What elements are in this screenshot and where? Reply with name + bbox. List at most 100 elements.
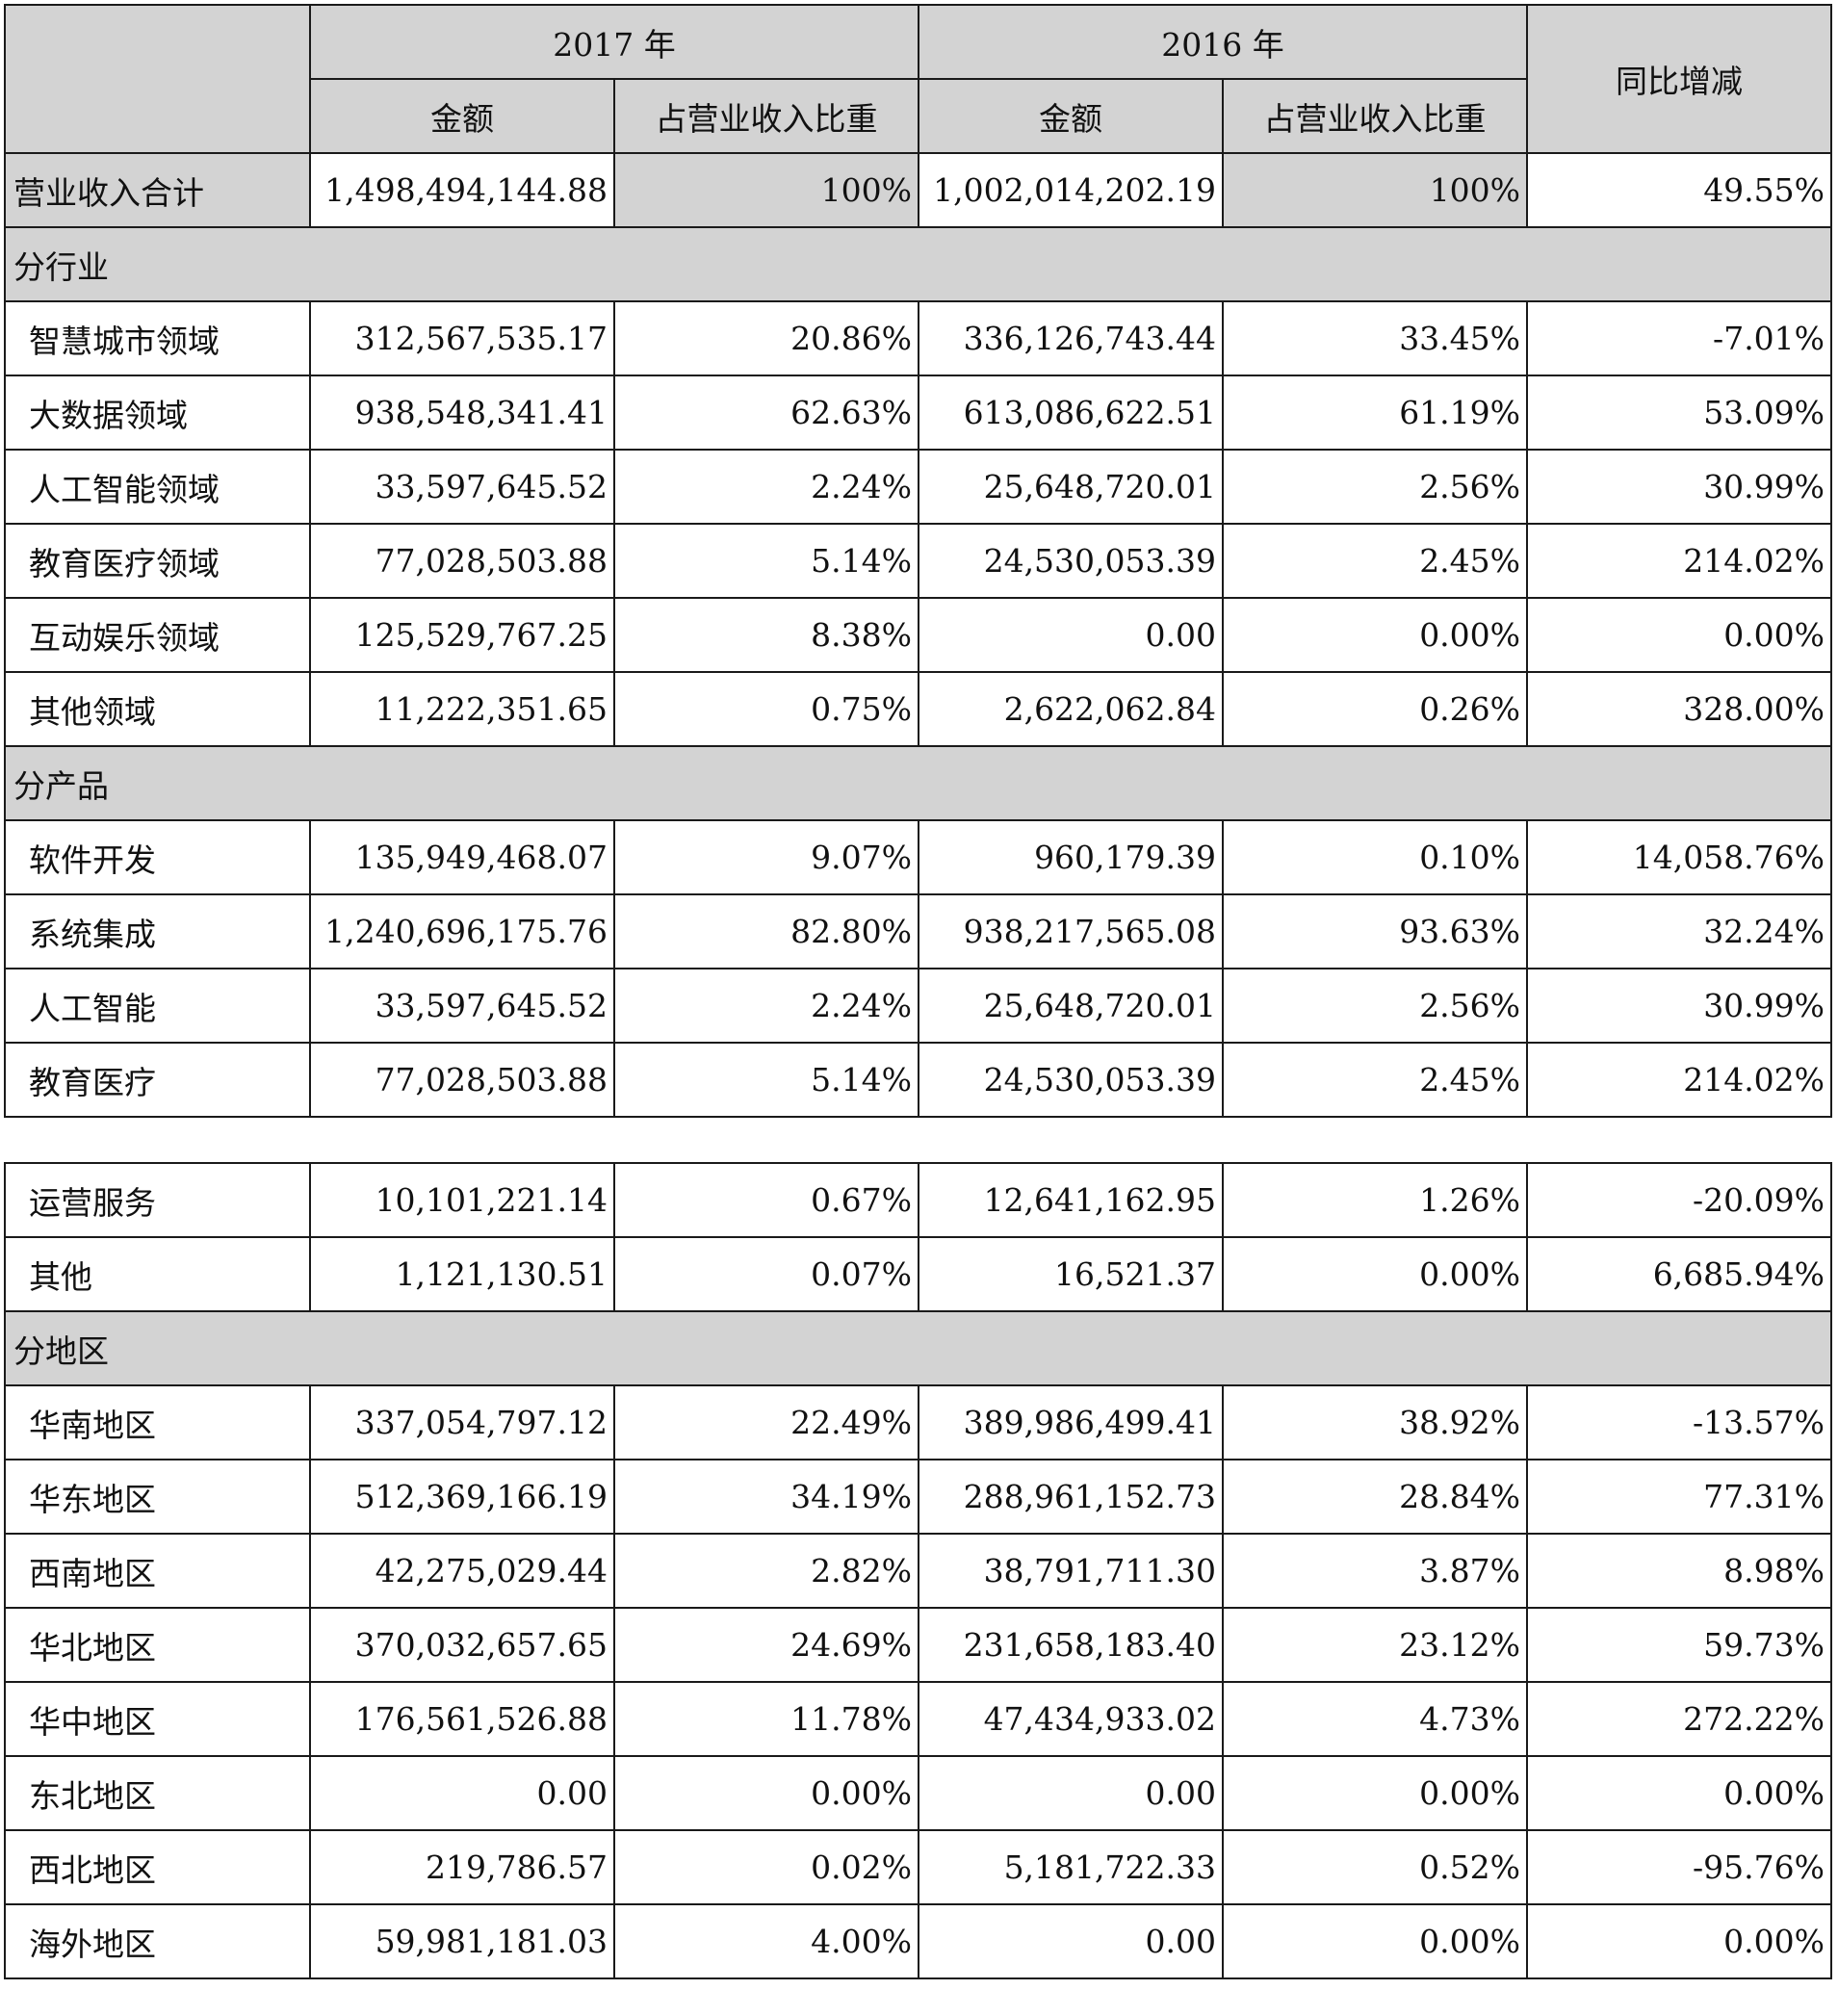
table-row: 人工智能领域 33,597,645.52 2.24% 25,648,720.01 2.5… — [4, 449, 1833, 525]
amount-2017: 938,548,341.41 — [309, 375, 615, 451]
share-2017: 9.07% — [612, 819, 920, 895]
share-2016: 1.26% — [1222, 1162, 1528, 1238]
amount-2016: 24,530,053.39 — [918, 523, 1225, 599]
table-row: 海外地区 59,981,181.03 4.00% 0.00 0.00% 0.00% — [4, 1903, 1832, 1979]
header-share-2017: 占营业收入比重 — [612, 78, 920, 154]
row-label: 大数据领域 — [4, 375, 311, 451]
amount-2016: 389,986,499.41 — [918, 1384, 1224, 1460]
row-label: 华南地区 — [4, 1384, 311, 1460]
share-2016: 2.45% — [1222, 523, 1529, 599]
share-2016: 3.87% — [1222, 1533, 1528, 1609]
amount-2016: 47,434,933.02 — [918, 1681, 1224, 1757]
amount-2016: 2,622,062.84 — [918, 671, 1225, 747]
table-row: 华中地区 176,561,526.88 11.78% 47,434,933.02 4.7… — [4, 1681, 1832, 1757]
table-row: 西南地区 42,275,029.44 2.82% 38,791,711.30 3.87%… — [4, 1533, 1832, 1609]
share-2017: 62.63% — [612, 375, 920, 451]
row-label: 教育医疗领域 — [4, 523, 311, 599]
amount-2016: 0.00 — [918, 1903, 1224, 1979]
amount-2016: 0.00 — [918, 1755, 1224, 1831]
row-label: 东北地区 — [4, 1755, 311, 1831]
row-label: 互动娱乐领域 — [4, 597, 311, 673]
yoy-change: 214.02% — [1526, 1042, 1833, 1118]
header-year-2016: 2016 年 — [918, 4, 1529, 80]
amount-2017: 135,949,468.07 — [309, 819, 615, 895]
amount-2016: 12,641,162.95 — [918, 1162, 1224, 1238]
section-header-region: 分地区 — [4, 1310, 1832, 1386]
row-label: 华北地区 — [4, 1607, 311, 1683]
share-2017: 5.14% — [612, 1042, 920, 1118]
yoy-change: 8.98% — [1526, 1533, 1832, 1609]
yoy-change: -95.76% — [1526, 1829, 1832, 1905]
amount-2017: 33,597,645.52 — [309, 449, 615, 525]
amount-2017: 1,121,130.51 — [309, 1236, 615, 1312]
amount-2016: 231,658,183.40 — [918, 1607, 1224, 1683]
table-row: 教育医疗 77,028,503.88 5.14% 24,530,053.39 2.45%… — [4, 1042, 1833, 1118]
amount-2017: 0.00 — [309, 1755, 615, 1831]
row-label: 运营服务 — [4, 1162, 311, 1238]
share-2016: 0.00% — [1222, 1903, 1528, 1979]
row-label: 系统集成 — [4, 893, 311, 969]
amount-2016: 24,530,053.39 — [918, 1042, 1225, 1118]
share-2016: 0.00% — [1222, 597, 1529, 673]
revenue-breakdown-table-continued: 运营服务 10,101,221.14 0.67% 12,641,162.95 1.26%… — [4, 1162, 1832, 1979]
yoy-change: 272.22% — [1526, 1681, 1832, 1757]
amount-2016: 336,126,743.44 — [918, 300, 1225, 376]
yoy-change: 328.00% — [1526, 671, 1833, 747]
share-2016: 0.00% — [1222, 1755, 1528, 1831]
table-row: 软件开发 135,949,468.07 9.07% 960,179.39 0.10% 14… — [4, 819, 1833, 895]
section-header-product: 分产品 — [3, 745, 1833, 821]
row-label: 其他 — [4, 1236, 311, 1312]
row-label: 软件开发 — [4, 819, 311, 895]
header-corner-cell — [4, 4, 311, 154]
amount-2016: 25,648,720.01 — [918, 449, 1225, 525]
share-2017: 0.67% — [613, 1162, 919, 1238]
amount-2017: 1,240,696,175.76 — [309, 893, 615, 969]
amount-2017: 42,275,029.44 — [309, 1533, 615, 1609]
amount-2016: 1,002,014,202.19 — [918, 152, 1225, 228]
amount-2017: 337,054,797.12 — [309, 1384, 615, 1460]
share-2017: 0.02% — [613, 1829, 919, 1905]
table-row: 教育医疗领域 77,028,503.88 5.14% 24,530,053.39 2.4… — [4, 523, 1833, 599]
share-2017: 24.69% — [613, 1607, 919, 1683]
share-2016: 2.56% — [1222, 449, 1529, 525]
share-2017: 34.19% — [613, 1459, 919, 1535]
table-row: 其他领域 11,222,351.65 0.75% 2,622,062.84 0.26% 3… — [4, 671, 1833, 747]
yoy-change: -13.57% — [1526, 1384, 1832, 1460]
share-2017: 2.24% — [612, 449, 920, 525]
row-label: 人工智能 — [4, 968, 311, 1044]
amount-2016: 0.00 — [918, 597, 1225, 673]
share-2017: 22.49% — [613, 1384, 919, 1460]
header-amount-2017: 金额 — [309, 78, 615, 154]
share-2016: 38.92% — [1222, 1384, 1528, 1460]
yoy-change: 0.00% — [1526, 597, 1833, 673]
yoy-change: 53.09% — [1526, 375, 1833, 451]
yoy-change: 30.99% — [1526, 449, 1833, 525]
amount-2016: 25,648,720.01 — [918, 968, 1225, 1044]
row-label: 人工智能领域 — [4, 449, 311, 525]
table-row: 其他 1,121,130.51 0.07% 16,521.37 0.00% 6,685.9… — [4, 1236, 1832, 1312]
yoy-change: 32.24% — [1526, 893, 1833, 969]
share-2017: 8.38% — [612, 597, 920, 673]
share-2017: 4.00% — [613, 1903, 919, 1979]
yoy-change: 59.73% — [1526, 1607, 1832, 1683]
row-label: 其他领域 — [4, 671, 311, 747]
yoy-change: -7.01% — [1526, 300, 1833, 376]
amount-2016: 38,791,711.30 — [918, 1533, 1224, 1609]
table-row: 人工智能 33,597,645.52 2.24% 25,648,720.01 2.56%… — [4, 968, 1833, 1044]
header-yoy: 同比增减 — [1526, 4, 1833, 154]
share-2016: 93.63% — [1222, 893, 1529, 969]
section-title: 分行业 — [3, 226, 1833, 302]
yoy-change: 14,058.76% — [1526, 819, 1833, 895]
share-2017: 5.14% — [612, 523, 920, 599]
table-row: 运营服务 10,101,221.14 0.67% 12,641,162.95 1.26%… — [4, 1162, 1832, 1238]
amount-2017: 1,498,494,144.88 — [309, 152, 615, 228]
total-row: 营业收入合计 1,498,494,144.88 100% 1,002,014,2… — [4, 152, 1833, 228]
table-row: 智慧城市领域 312,567,535.17 20.86% 336,126,743.44… — [4, 300, 1833, 376]
row-label: 海外地区 — [4, 1903, 311, 1979]
yoy-change: 0.00% — [1526, 1755, 1832, 1831]
amount-2017: 59,981,181.03 — [309, 1903, 615, 1979]
table-row: 华南地区 337,054,797.12 22.49% 389,986,499.41 38… — [4, 1384, 1832, 1460]
amount-2016: 5,181,722.33 — [918, 1829, 1224, 1905]
share-2017: 0.07% — [613, 1236, 919, 1312]
row-label: 华东地区 — [4, 1459, 311, 1535]
